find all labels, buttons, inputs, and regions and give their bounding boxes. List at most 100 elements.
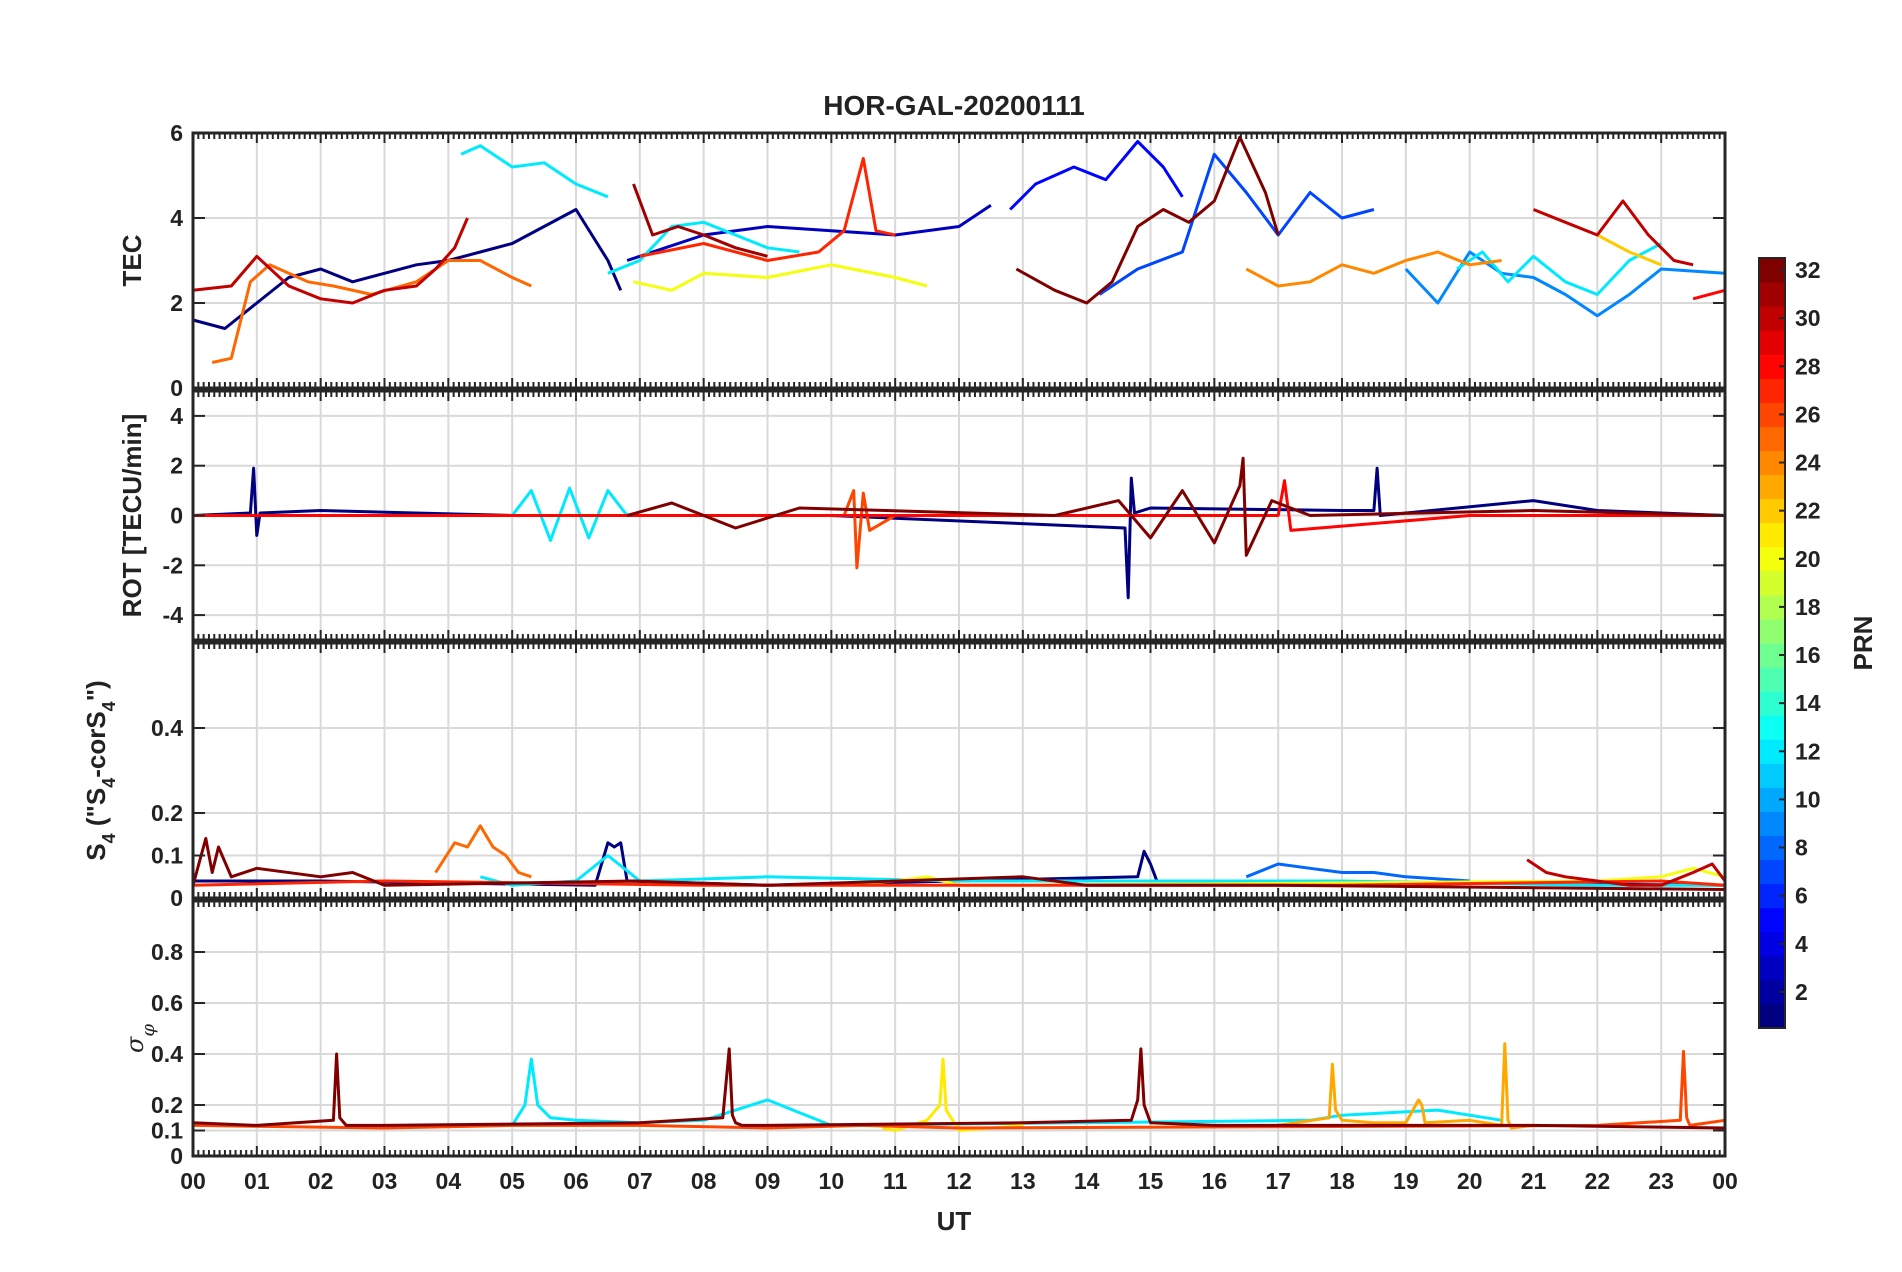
x-tick-label: 03 xyxy=(372,1168,398,1194)
x-axis-label: UT xyxy=(937,1206,972,1236)
colorbar-segment xyxy=(1759,522,1785,548)
y-tick-label: -2 xyxy=(163,552,183,578)
colorbar-tick-label: 8 xyxy=(1795,835,1808,861)
y-tick-label: 0.2 xyxy=(151,1092,183,1118)
y-tick-label: 4 xyxy=(170,403,183,429)
y-axis-label: S4 ("S4-corS4") xyxy=(81,680,119,860)
colorbar-segment xyxy=(1759,282,1785,307)
colorbar-segment xyxy=(1759,811,1785,836)
y-tick-label: 0.8 xyxy=(151,939,183,965)
y-tick-label: 0.1 xyxy=(151,843,183,869)
y-tick-label: 6 xyxy=(170,120,183,146)
colorbar-tick-label: 28 xyxy=(1795,353,1821,379)
colorbar-tick-label: 26 xyxy=(1795,401,1821,427)
axis-ticks xyxy=(192,643,1726,899)
series-group xyxy=(192,1042,1726,1132)
colorbar-tick-label: 32 xyxy=(1795,257,1821,283)
colorbar-tick-label: 4 xyxy=(1795,931,1808,957)
colorbar-tick-label: 20 xyxy=(1795,546,1821,572)
x-tick-label: 14 xyxy=(1074,1168,1100,1194)
y-tick-label: 0.6 xyxy=(151,990,183,1016)
panel-sigma-phi: 00.10.2 0.4 0.6 0.8 σφ 00 01 02 03 04 05 06 07 08 09 10… xyxy=(121,899,1738,1194)
x-tick-label: 08 xyxy=(691,1168,717,1194)
series-line-prn-12 xyxy=(607,220,800,275)
colorbar-tick-label: 12 xyxy=(1795,738,1821,764)
colorbar-segment xyxy=(1759,618,1785,644)
axis-ticks xyxy=(192,901,1726,1157)
series-line-prn-28 xyxy=(1692,288,1726,301)
x-tick-label: 23 xyxy=(1648,1168,1674,1194)
x-tick-label: 22 xyxy=(1585,1168,1611,1194)
y-axis-label: σφ xyxy=(121,1024,159,1053)
series-line-prn-24 xyxy=(1245,250,1502,288)
series-line-prn-25 xyxy=(211,259,532,364)
series-line-prn-30 xyxy=(1532,199,1694,267)
series-group xyxy=(192,135,1726,364)
series-line-prn-20 xyxy=(633,263,928,292)
series-line-prn-9 xyxy=(1404,250,1726,318)
y-tick-label: -4 xyxy=(163,602,184,628)
colorbar-tick-label: 10 xyxy=(1795,786,1821,812)
x-tick-label: 15 xyxy=(1138,1168,1164,1194)
colorbar-segment xyxy=(1759,474,1785,500)
colorbar-tick-label: 2 xyxy=(1795,979,1808,1005)
colorbar-tick-label: 30 xyxy=(1795,305,1821,331)
series-line-prn-1 xyxy=(192,208,623,330)
y-tick-label: 0 xyxy=(170,375,183,401)
y-tick-label: 0.2 xyxy=(151,800,183,826)
series-line-prn-28 xyxy=(193,479,1725,532)
series-line-prn-7 xyxy=(1098,152,1375,296)
x-tick-label: 11 xyxy=(883,1168,908,1194)
y-tick-label: 0 xyxy=(170,1143,183,1169)
colorbar-tick-label: 16 xyxy=(1795,642,1821,668)
colorbar-segment xyxy=(1759,667,1785,692)
series-line-prn-25 xyxy=(434,824,532,879)
x-tick-label: 01 xyxy=(244,1168,270,1194)
figure-title: HOR-GAL-20200111 xyxy=(823,90,1084,121)
series-line-prn-30 xyxy=(192,217,469,305)
colorbar-segment xyxy=(1759,570,1785,596)
x-tick-label: 21 xyxy=(1521,1168,1547,1194)
colorbar-segment xyxy=(1759,426,1785,451)
colorbar-tick-label: 24 xyxy=(1795,450,1821,476)
colorbar-segment xyxy=(1759,859,1785,885)
series-line-prn-12 xyxy=(460,144,609,199)
y-tick-label: 4 xyxy=(170,205,183,231)
x-tick-label: 20 xyxy=(1457,1168,1483,1194)
colorbar-segment xyxy=(1759,763,1785,788)
series-line-prn-22 xyxy=(1596,233,1662,267)
x-tick-label: 19 xyxy=(1393,1168,1419,1194)
panel-tec: 0 2 4 6 TEC xyxy=(117,120,1727,401)
x-tick-label: 12 xyxy=(946,1168,972,1194)
x-tick-label: 04 xyxy=(436,1168,462,1194)
colorbar-segment xyxy=(1759,955,1785,981)
series-group xyxy=(191,824,1727,891)
y-tick-label: 0 xyxy=(170,885,183,911)
series-line-prn-31 xyxy=(632,183,768,258)
series-line-prn-32 xyxy=(626,456,1726,557)
colorbar-tick-label: 14 xyxy=(1795,690,1821,716)
x-tick-label: 02 xyxy=(308,1168,334,1194)
series-line-prn-30 xyxy=(1526,858,1727,887)
x-tick-label: 16 xyxy=(1202,1168,1228,1194)
x-tick-label: 09 xyxy=(755,1168,781,1194)
x-tick-label: 10 xyxy=(819,1168,845,1194)
series-line-prn-32 xyxy=(1015,135,1280,305)
colorbar-label: PRN xyxy=(1848,616,1878,671)
colorbar-segment xyxy=(1759,715,1785,740)
y-tick-label: 0.1 xyxy=(151,1118,183,1144)
y-tick-label: 0 xyxy=(170,503,183,529)
x-tick-label: 00 xyxy=(1712,1168,1738,1194)
x-tick-label: 13 xyxy=(1010,1168,1036,1194)
colorbar-tick-label: 6 xyxy=(1795,883,1808,909)
colorbar-tick-label: 22 xyxy=(1795,498,1821,524)
series-line-prn-12 xyxy=(511,486,629,542)
series-line-prn-1 xyxy=(192,466,1726,600)
x-tick-label: 17 xyxy=(1265,1168,1291,1194)
x-tick-label: 18 xyxy=(1329,1168,1355,1194)
y-tick-label: 2 xyxy=(170,453,183,479)
x-tick-label: 07 xyxy=(627,1168,653,1194)
colorbar-segment xyxy=(1759,330,1785,355)
